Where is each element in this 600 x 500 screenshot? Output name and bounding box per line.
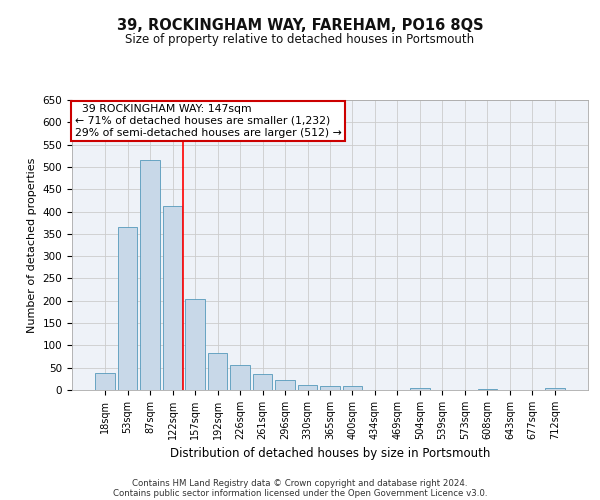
Text: Size of property relative to detached houses in Portsmouth: Size of property relative to detached ho…: [125, 32, 475, 46]
Bar: [343, 386, 362, 390]
X-axis label: Distribution of detached houses by size in Portsmouth: Distribution of detached houses by size …: [170, 448, 490, 460]
Bar: [410, 388, 430, 390]
Text: Contains public sector information licensed under the Open Government Licence v3: Contains public sector information licen…: [113, 488, 487, 498]
Bar: [298, 384, 317, 390]
Y-axis label: Number of detached properties: Number of detached properties: [27, 158, 37, 332]
Bar: [95, 374, 115, 390]
Bar: [275, 380, 295, 390]
Bar: [118, 227, 137, 390]
Text: Contains HM Land Registry data © Crown copyright and database right 2024.: Contains HM Land Registry data © Crown c…: [132, 478, 468, 488]
Bar: [320, 386, 340, 390]
Text: 39, ROCKINGHAM WAY, FAREHAM, PO16 8QS: 39, ROCKINGHAM WAY, FAREHAM, PO16 8QS: [116, 18, 484, 32]
Text: 39 ROCKINGHAM WAY: 147sqm
← 71% of detached houses are smaller (1,232)
29% of se: 39 ROCKINGHAM WAY: 147sqm ← 71% of detac…: [74, 104, 341, 138]
Bar: [208, 353, 227, 390]
Bar: [140, 160, 160, 390]
Bar: [230, 366, 250, 390]
Bar: [478, 388, 497, 390]
Bar: [185, 298, 205, 390]
Bar: [545, 388, 565, 390]
Bar: [163, 206, 182, 390]
Bar: [253, 374, 272, 390]
